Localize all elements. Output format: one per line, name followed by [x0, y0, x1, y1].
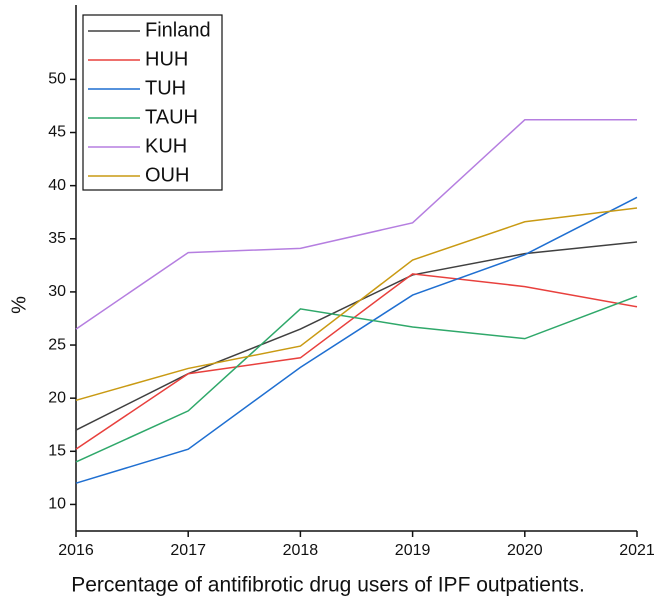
x-tick-label: 2018 — [283, 542, 319, 559]
y-tick-label: 20 — [48, 389, 66, 406]
series-line — [75, 119, 637, 330]
x-axis-label: Percentage of antifibrotic drug users of… — [71, 574, 585, 597]
x-tick-label: 2016 — [58, 542, 94, 559]
legend-box — [82, 14, 223, 191]
x-tick-label: 2020 — [507, 542, 543, 559]
y-tick-label: 40 — [48, 177, 66, 194]
legend-label: OUH — [145, 164, 189, 186]
series-line — [75, 241, 638, 431]
y-axis-label: % — [8, 296, 30, 314]
series-line — [75, 207, 638, 402]
series-line — [75, 196, 638, 484]
y-tick-label: 30 — [48, 283, 66, 300]
legend-label: TUH — [145, 77, 186, 99]
x-tick-label: 2021 — [619, 542, 655, 559]
series-line — [75, 295, 638, 463]
legend-label: Finland — [145, 19, 211, 41]
y-tick-label: 15 — [48, 443, 66, 460]
x-tick-label: 2017 — [170, 542, 206, 559]
series-line — [75, 273, 638, 450]
y-tick-label: 25 — [48, 336, 66, 353]
x-tick-label: 2019 — [395, 542, 431, 559]
legend-label: KUH — [145, 135, 187, 157]
y-tick-label: 35 — [48, 230, 66, 247]
y-tick-label: 10 — [48, 496, 66, 513]
legend-label: TAUH — [145, 106, 198, 128]
legend-label: HUH — [145, 48, 188, 70]
y-tick-label: 45 — [48, 124, 66, 141]
y-tick-label: 50 — [48, 71, 66, 88]
